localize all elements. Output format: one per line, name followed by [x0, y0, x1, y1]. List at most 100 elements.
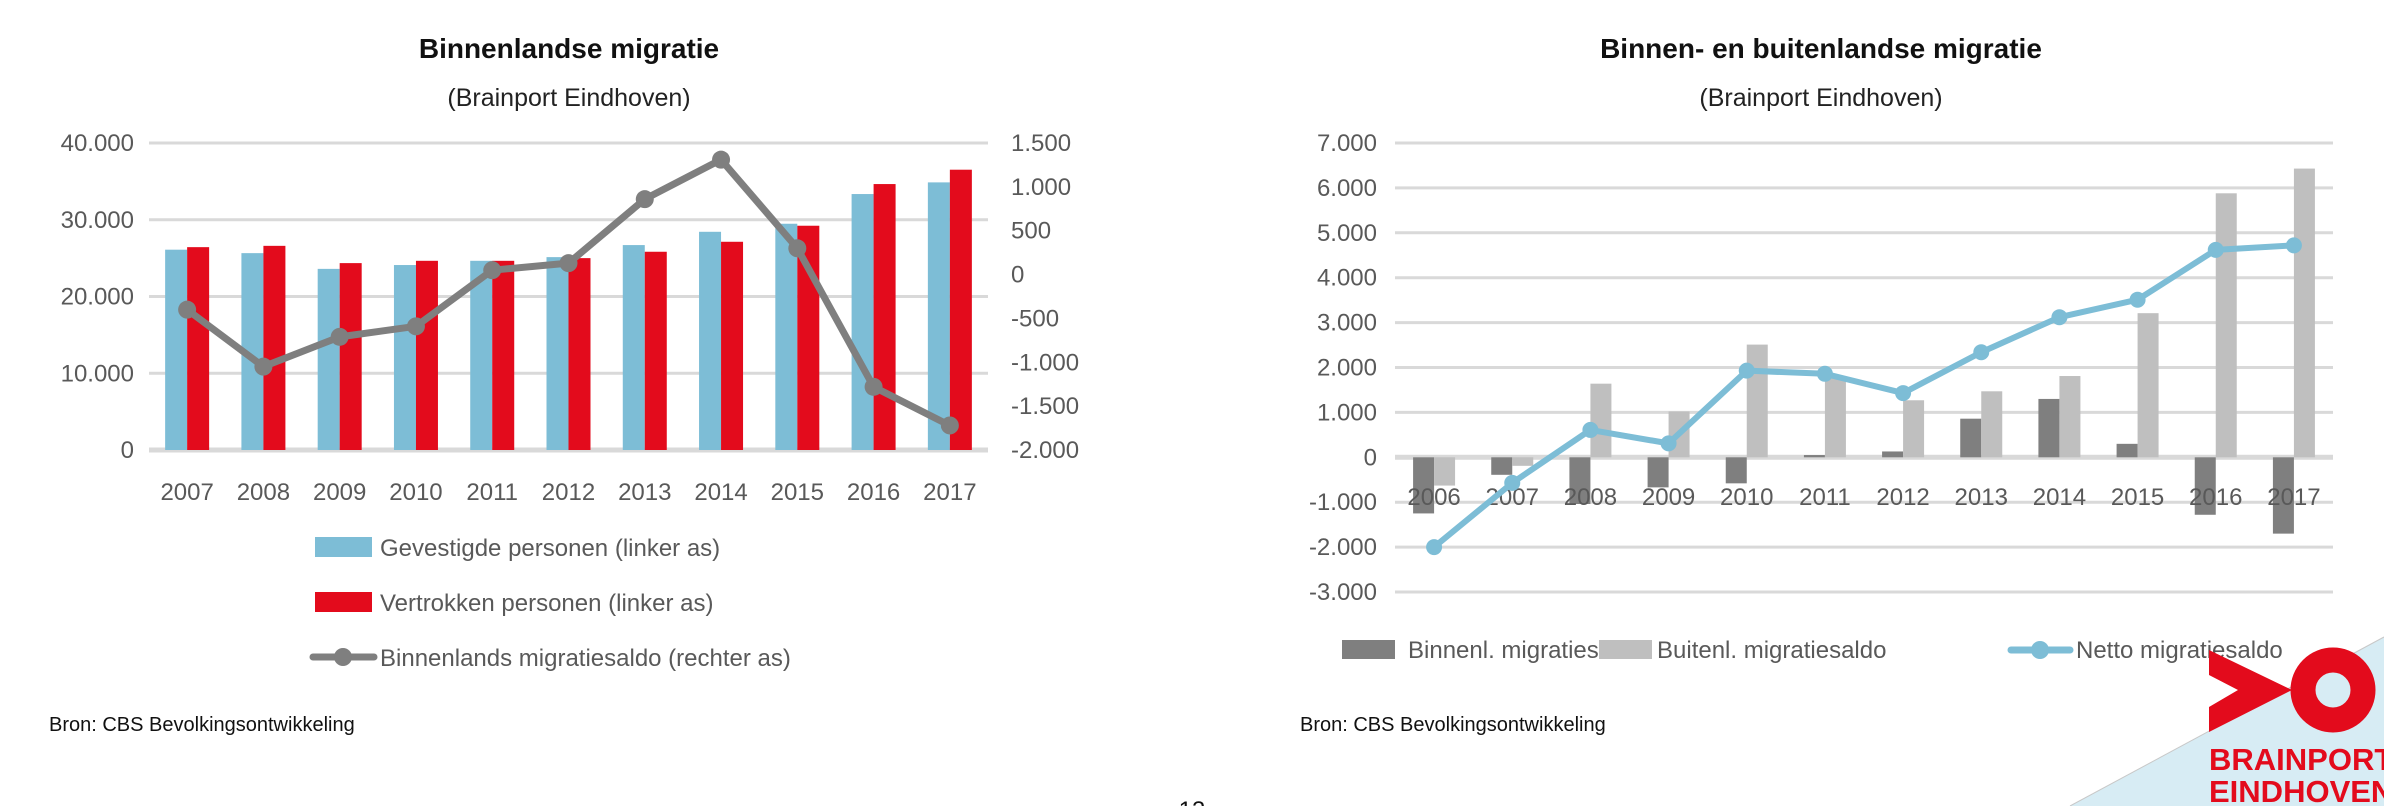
bar-gevestigde	[317, 268, 340, 450]
line-marker-netto	[1973, 344, 1990, 361]
x-tick-label: 2011	[466, 479, 518, 506]
bar-binnenl-saldo	[1960, 418, 1982, 458]
source-note: Bron: CBS Bevolkingsontwikkeling	[1300, 714, 1606, 736]
bar-binnenl-saldo	[2194, 457, 2216, 515]
x-tick-label: 2015	[771, 479, 824, 506]
x-tick-label: 2013	[618, 479, 671, 506]
line-marker-netto	[2129, 291, 2146, 308]
line-marker-saldo	[178, 300, 197, 319]
legend: Gevestigde personen (linker as) Vertrokk…	[309, 535, 791, 672]
line-marker-netto	[1816, 365, 1833, 382]
chart-binnen-buitenlandse-migratie: Binnen- en buitenlandse migratie (Brainp…	[1300, 33, 2333, 736]
x-tick-label: 2015	[2111, 484, 2164, 511]
bar-binnenl-saldo	[2038, 398, 2060, 458]
logo-text-line2: EINDHOVEN	[2209, 774, 2384, 806]
bar-gevestigde	[241, 253, 264, 450]
bar-gevestigde	[699, 231, 722, 450]
bar-buitenl-saldo	[1746, 344, 1768, 458]
x-tick-label: 2014	[694, 479, 747, 506]
bar-binnenl-saldo	[1725, 457, 1747, 484]
legend-swatch-netto-marker	[2031, 641, 2049, 659]
y2-tick-label: -500	[1011, 305, 1059, 332]
line-marker-saldo	[712, 150, 731, 169]
x-tick-label: 2014	[2033, 484, 2086, 511]
y-tick-label: 6.000	[1317, 175, 1377, 202]
line-marker-saldo	[254, 357, 273, 376]
y-tick-label: 5.000	[1317, 220, 1377, 247]
bar-gevestigde	[851, 194, 874, 450]
bar-vertrokken	[568, 258, 591, 450]
bar-gevestigde	[622, 245, 645, 450]
y-tick-label: 0	[1364, 444, 1377, 471]
legend: Binnenl. migratiesaldo Buitenl. migratie…	[1342, 637, 2283, 664]
line-marker-saldo	[864, 377, 883, 396]
bar-vertrokken	[263, 245, 286, 450]
bar-buitenl-saldo	[1903, 400, 1925, 458]
line-marker-netto	[1582, 421, 1599, 438]
y-tick-label: -1.000	[1309, 489, 1377, 516]
logo-ring-icon	[2290, 647, 2376, 733]
y2-tick-label: -2.000	[1011, 437, 1079, 464]
line-marker-saldo	[483, 261, 502, 280]
y-tick-label: 3.000	[1317, 310, 1377, 337]
x-tick-label: 2010	[1720, 484, 1773, 511]
line-marker-saldo	[406, 317, 425, 336]
line-marker-saldo	[330, 327, 349, 346]
x-tick-label: 2006	[1407, 484, 1460, 511]
y-tick-label: 30.000	[61, 207, 134, 234]
bar-vertrokken	[644, 251, 667, 450]
chart-subtitle: (Brainport Eindhoven)	[1699, 84, 1942, 112]
y2-tick-label: 500	[1011, 218, 1051, 245]
bar-buitenl-saldo	[2059, 376, 2081, 458]
legend-swatch-vertrokken	[315, 592, 372, 612]
line-marker-netto	[1660, 435, 1677, 452]
line-marker-netto	[1738, 362, 1755, 379]
bar-gevestigde	[927, 182, 950, 451]
legend-label: Netto migratiesaldo	[2076, 637, 2283, 664]
y-tick-label: 0	[121, 437, 134, 464]
y2-tick-label: 0	[1011, 262, 1024, 289]
bar-buitenl-saldo	[2293, 168, 2315, 458]
bar-binnenl-saldo	[1569, 457, 1591, 504]
x-tick-label: 2017	[2267, 484, 2320, 511]
x-tick-label: 2007	[160, 479, 213, 506]
bar-binnenl-saldo	[1803, 455, 1825, 458]
y2-tick-label: 1.000	[1011, 174, 1071, 201]
y2-tick-label: 1.500	[1011, 130, 1071, 157]
y-tick-label: 2.000	[1317, 355, 1377, 382]
line-marker-saldo	[635, 190, 654, 209]
bar-buitenl-saldo	[1512, 457, 1534, 466]
line-marker-saldo	[559, 254, 578, 273]
line-marker-netto	[1895, 385, 1912, 402]
bar-vertrokken	[492, 260, 515, 450]
y-tick-label: 10.000	[61, 360, 134, 387]
bar-gevestigde	[393, 265, 416, 450]
bar-binnenl-saldo	[2272, 457, 2294, 534]
bar-gevestigde	[165, 249, 188, 450]
bar-binnenl-saldo	[1491, 457, 1513, 475]
bar-vertrokken	[721, 241, 744, 450]
legend-label: Buitenl. migratiesaldo	[1657, 637, 1886, 664]
line-marker-saldo	[788, 239, 807, 258]
logo-text-line1: BRAINPORT	[2209, 742, 2384, 777]
bar-binnenl-saldo	[1647, 457, 1669, 488]
bar-vertrokken	[415, 260, 438, 450]
line-marker-netto	[1426, 539, 1443, 556]
logo-chevron-icon	[2209, 650, 2292, 732]
x-tick-label: 2017	[923, 479, 976, 506]
page-number: 13	[1179, 797, 1206, 806]
x-tick-label: 2012	[1876, 484, 1929, 511]
x-tick-label: 2016	[847, 479, 900, 506]
y-tick-label: 4.000	[1317, 265, 1377, 292]
x-tick-label: 2012	[542, 479, 595, 506]
bar-vertrokken	[187, 247, 210, 450]
bar-gevestigde	[470, 260, 493, 450]
y2-tick-label: -1.500	[1011, 393, 1079, 420]
y-tick-label: -2.000	[1309, 534, 1377, 561]
bar-gevestigde	[546, 257, 569, 450]
line-netto-saldo	[1432, 242, 2295, 550]
legend-label: Gevestigde personen (linker as)	[380, 535, 720, 562]
y-tick-label: 40.000	[61, 130, 134, 157]
y-tick-label: 1.000	[1317, 399, 1377, 426]
x-tick-label: 2013	[1955, 484, 2008, 511]
